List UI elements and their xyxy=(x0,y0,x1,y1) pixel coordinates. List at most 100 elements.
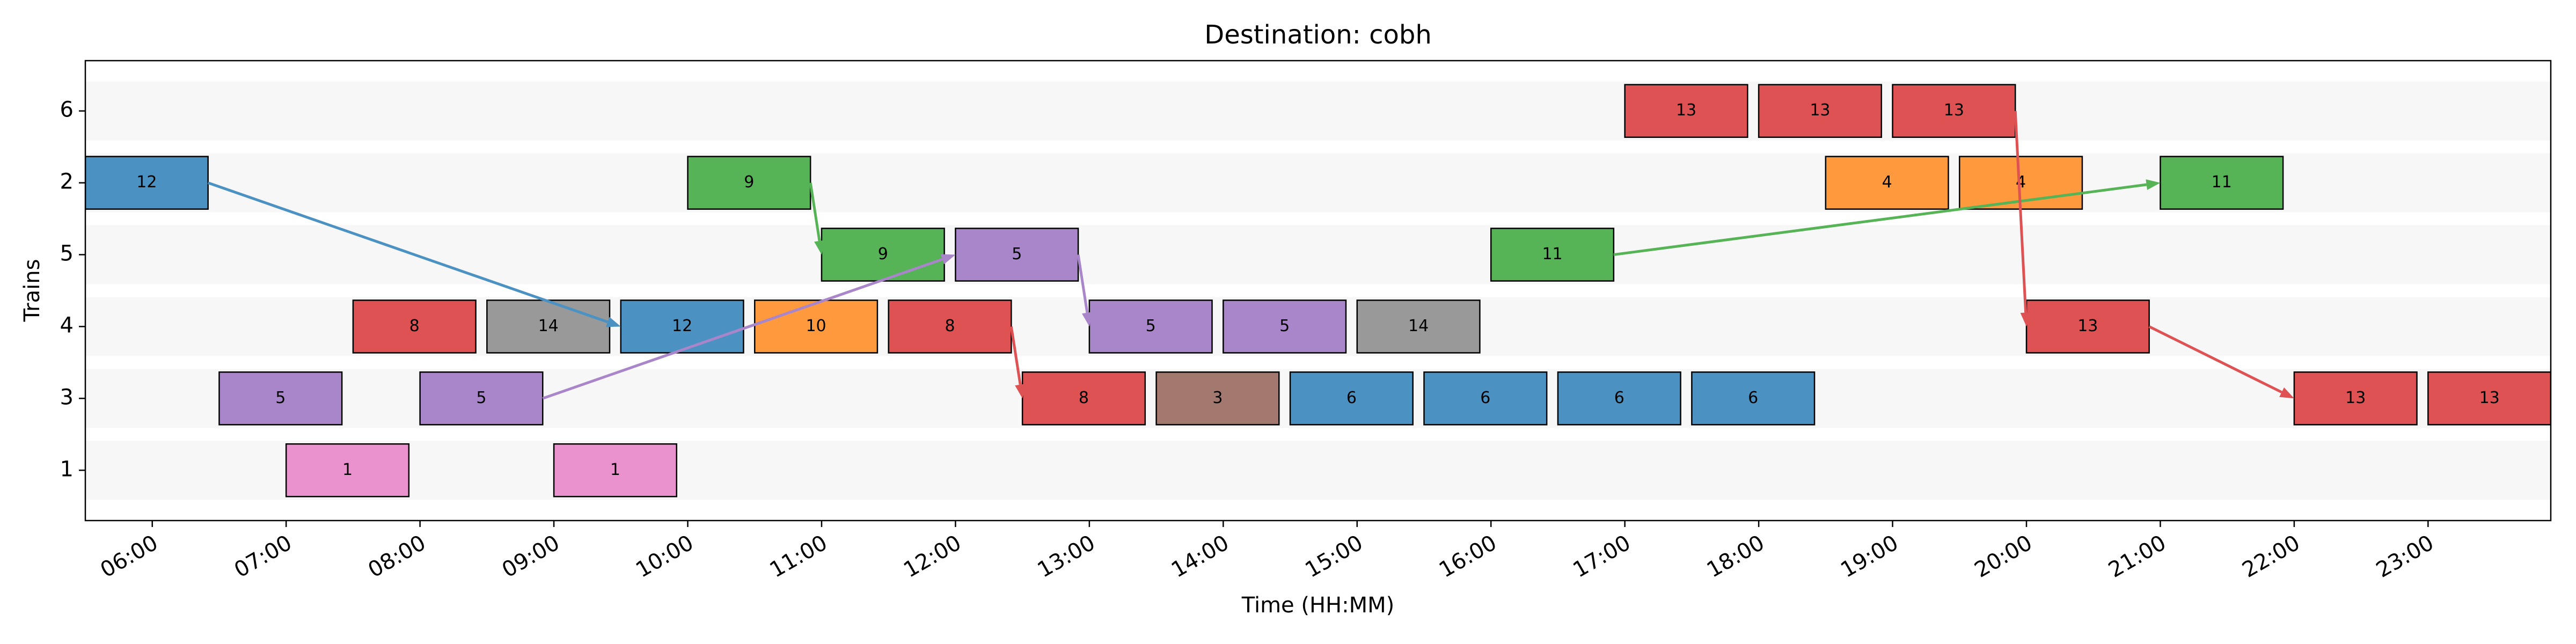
bar-label: 3 xyxy=(1212,389,1223,407)
transfer-arrow xyxy=(542,254,956,400)
train-bar xyxy=(85,156,209,210)
bar-label: 11 xyxy=(1542,245,1562,264)
train-bar xyxy=(1289,371,1414,426)
y-tick-label: 6 xyxy=(60,98,74,122)
x-tick-label: 14:00 xyxy=(1167,530,1233,582)
arrow-head xyxy=(2146,179,2161,190)
transfer-arrow xyxy=(207,181,621,327)
arrow-head xyxy=(940,254,956,265)
transfer-arrow xyxy=(1009,326,1026,399)
arrow-shaft xyxy=(2148,325,2282,394)
bar-label: 6 xyxy=(1346,389,1357,407)
x-tick-label: 16:00 xyxy=(1435,530,1501,582)
train-bar xyxy=(285,443,410,497)
x-tick-label: 12:00 xyxy=(899,530,965,582)
transfer-arrow xyxy=(1077,254,1093,327)
train-bar xyxy=(553,443,677,497)
bar-label: 4 xyxy=(2016,173,2026,192)
train-bar xyxy=(1490,228,1615,282)
row-band xyxy=(85,225,2551,284)
x-tick-label: 06:00 xyxy=(96,530,162,582)
x-tick-label: 11:00 xyxy=(766,530,832,582)
bar-label: 13 xyxy=(1810,101,1830,120)
bar-label: 5 xyxy=(476,389,486,407)
bar-label: 8 xyxy=(945,317,955,335)
arrow-head xyxy=(605,317,621,327)
bar-label: 13 xyxy=(1944,101,1964,120)
bar-label: 4 xyxy=(1882,173,1892,192)
train-bar xyxy=(1423,371,1548,426)
x-tick-label: 15:00 xyxy=(1301,530,1367,582)
transfer-arrow xyxy=(2148,325,2294,399)
train-bar xyxy=(352,299,477,354)
bar-label: 1 xyxy=(610,460,620,479)
train-bar xyxy=(1088,299,1213,354)
bar-label: 6 xyxy=(1614,389,1624,407)
y-tick-label: 2 xyxy=(60,170,74,194)
x-tick-label: 10:00 xyxy=(632,530,698,582)
bar-label: 13 xyxy=(2479,389,2500,407)
arrow-head xyxy=(2279,387,2294,399)
arrow-shaft xyxy=(207,181,609,324)
bar-label: 14 xyxy=(538,317,559,335)
x-tick-label: 22:00 xyxy=(2238,530,2304,582)
transfer-arrow xyxy=(2014,111,2031,327)
train-bar xyxy=(1691,371,1816,426)
arrow-shaft xyxy=(809,182,821,241)
bar-label: 9 xyxy=(878,245,888,264)
arrow-head xyxy=(1081,312,1093,327)
bar-label: 1 xyxy=(342,460,353,479)
x-tick-label: 17:00 xyxy=(1569,530,1635,582)
bar-label: 12 xyxy=(672,317,692,335)
arrow-head xyxy=(1015,384,1026,399)
bar-label: 13 xyxy=(1676,101,1696,120)
train-bar xyxy=(888,299,1012,354)
bar-label: 9 xyxy=(744,173,754,192)
train-bar xyxy=(1758,84,1883,138)
x-axis-label: Time (HH:MM) xyxy=(1241,593,1394,618)
bar-label: 8 xyxy=(1079,389,1089,407)
row-band xyxy=(85,153,2551,213)
bar-label: 13 xyxy=(2345,389,2366,407)
row-band xyxy=(85,441,2551,500)
arrow-shaft xyxy=(1077,254,1089,313)
train-bar xyxy=(1223,299,1347,354)
x-tick-label: 09:00 xyxy=(498,530,564,582)
train-bar xyxy=(1155,371,1280,426)
chart-title: Destination: cobh xyxy=(1204,20,1432,50)
train-bar xyxy=(2160,156,2284,210)
y-axis-label: Trains xyxy=(20,259,45,323)
bar-label: 5 xyxy=(1279,317,1290,335)
y-tick-label: 3 xyxy=(60,385,74,409)
arrow-head xyxy=(814,240,825,255)
x-tick-label: 19:00 xyxy=(1836,530,1902,582)
row-band xyxy=(85,81,2551,141)
bar-label: 5 xyxy=(1146,317,1156,335)
arrow-shaft xyxy=(1009,326,1022,385)
x-tick-label: 21:00 xyxy=(2104,530,2170,582)
x-tick-label: 08:00 xyxy=(364,530,430,582)
train-bar xyxy=(218,371,343,426)
bar-label: 14 xyxy=(1408,317,1429,335)
x-tick-label: 07:00 xyxy=(230,530,296,582)
bar-label: 8 xyxy=(409,317,420,335)
arrow-head xyxy=(2020,312,2031,327)
bar-label: 13 xyxy=(2077,317,2098,335)
y-tick-label: 5 xyxy=(60,241,74,266)
arrow-shaft xyxy=(542,258,943,400)
x-tick-label: 18:00 xyxy=(1703,530,1769,582)
bar-label: 5 xyxy=(1012,245,1022,264)
train-bar xyxy=(1021,371,1146,426)
bar-label: 6 xyxy=(1748,389,1758,407)
x-tick-label: 13:00 xyxy=(1034,530,1100,582)
bar-label: 5 xyxy=(275,389,286,407)
bar-label: 6 xyxy=(1480,389,1490,407)
train-bar xyxy=(2025,299,2150,354)
transfer-arrow xyxy=(1613,179,2161,257)
train-bar xyxy=(955,228,1079,282)
y-tick-label: 1 xyxy=(60,457,74,481)
arrow-shaft xyxy=(1613,183,2147,257)
train-bar xyxy=(1825,156,1949,210)
transfer-arrow xyxy=(809,182,825,255)
